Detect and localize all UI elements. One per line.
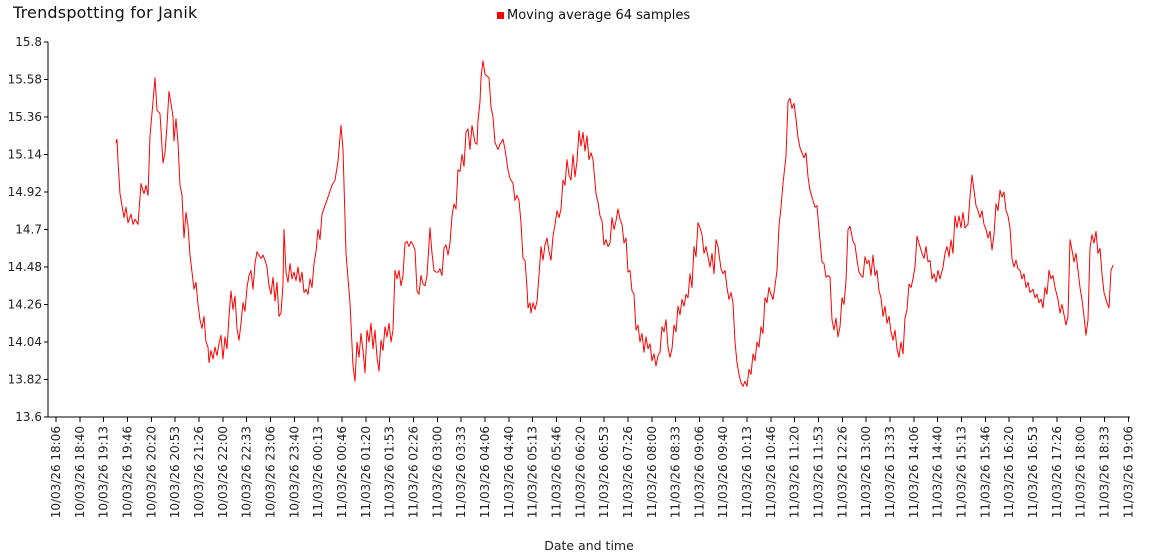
- x-axis-title: Date and time: [544, 538, 634, 553]
- y-tick-label: 14.7: [15, 223, 42, 237]
- x-tick-label: 10/03/26 20:20: [144, 426, 158, 518]
- y-tick-label: 14.48: [8, 260, 42, 274]
- x-tick-label: 11/03/26 15:46: [978, 426, 992, 518]
- y-tick-label: 14.26: [8, 298, 42, 312]
- x-tick-label: 10/03/26 23:40: [287, 426, 301, 518]
- y-tick-label: 14.04: [8, 335, 42, 349]
- x-tick-label: 10/03/26 18:06: [49, 426, 63, 518]
- y-tick-label: 15.36: [8, 110, 42, 124]
- y-tick-label: 13.6: [15, 410, 42, 424]
- x-tick-label: 11/03/26 04:06: [478, 426, 492, 518]
- x-tick-label: 11/03/26 04:40: [502, 426, 516, 518]
- x-tick-label: 10/03/26 23:06: [263, 426, 277, 518]
- x-tick-label: 11/03/26 00:13: [311, 426, 325, 518]
- x-tick-label: 11/03/26 01:53: [383, 426, 397, 518]
- x-tick-label: 11/03/26 15:13: [955, 426, 969, 518]
- x-tick-label: 10/03/26 22:33: [240, 426, 254, 518]
- x-tick-label: 11/03/26 06:20: [573, 426, 587, 518]
- x-tick-label: 11/03/26 14:06: [907, 426, 921, 518]
- axis-tick-labels: 15.8 15.58 15.36 15.14 14.92 14.7 14.48 14.26 14…: [8, 35, 1136, 518]
- x-tick-label: 11/03/26 08:00: [645, 426, 659, 518]
- x-tick-label: 11/03/26 01:20: [359, 426, 373, 518]
- x-tick-label: 11/03/26 06:53: [597, 426, 611, 518]
- x-tick-label: 11/03/26 05:13: [526, 426, 540, 518]
- axis-frame: [47, 42, 1130, 418]
- x-tick-label: 11/03/26 11:53: [812, 426, 826, 518]
- y-tick-label: 13.82: [8, 373, 42, 387]
- x-tick-label: 11/03/26 18:33: [1098, 426, 1112, 518]
- x-tick-label: 11/03/26 18:00: [1074, 426, 1088, 518]
- x-tick-label: 10/03/26 19:46: [120, 426, 134, 518]
- x-tick-label: 11/03/26 03:33: [454, 426, 468, 518]
- y-tick-label: 15.14: [8, 148, 42, 162]
- axis-ticks: [44, 41, 1129, 422]
- x-tick-label: 11/03/26 16:53: [1026, 426, 1040, 518]
- y-tick-label: 14.92: [8, 185, 42, 199]
- x-tick-label: 11/03/26 07:26: [621, 426, 635, 518]
- x-tick-label: 11/03/26 11:20: [788, 426, 802, 518]
- x-tick-label: 11/03/26 19:06: [1121, 426, 1135, 518]
- x-tick-label: 11/03/26 16:20: [1002, 426, 1016, 518]
- y-tick-label: 15.8: [15, 35, 42, 49]
- x-tick-label: 11/03/26 13:00: [859, 426, 873, 518]
- x-tick-label: 11/03/26 08:33: [669, 426, 683, 518]
- page-title: Trendspotting for Janik: [13, 3, 198, 22]
- x-tick-label: 11/03/26 12:26: [835, 426, 849, 518]
- x-tick-label: 11/03/26 00:46: [335, 426, 349, 518]
- x-tick-label: 11/03/26 13:33: [883, 426, 897, 518]
- x-tick-label: 10/03/26 21:26: [192, 426, 206, 518]
- series-line: [115, 60, 1114, 387]
- x-tick-label: 11/03/26 14:40: [931, 426, 945, 518]
- x-tick-label: 10/03/26 19:13: [97, 426, 111, 518]
- y-tick-label: 15.58: [8, 73, 42, 87]
- legend-series-label: Moving average 64 samples: [507, 8, 691, 23]
- x-tick-label: 10/03/26 22:00: [216, 426, 230, 518]
- x-tick-label: 11/03/26 10:13: [740, 426, 754, 518]
- x-tick-label: 11/03/26 10:46: [764, 426, 778, 518]
- x-tick-label: 11/03/26 09:40: [716, 426, 730, 518]
- x-tick-label: 10/03/26 18:40: [73, 426, 87, 518]
- x-tick-label: 11/03/26 02:26: [406, 426, 420, 518]
- x-tick-label: 11/03/26 17:26: [1050, 426, 1064, 518]
- x-tick-label: 11/03/26 05:46: [549, 426, 563, 518]
- legend-series-swatch-icon: [497, 12, 504, 19]
- x-tick-label: 11/03/26 09:06: [692, 426, 706, 518]
- legend: Moving average 64 samples: [497, 8, 690, 23]
- x-tick-label: 10/03/26 20:53: [168, 426, 182, 518]
- x-tick-label: 11/03/26 03:00: [430, 426, 444, 518]
